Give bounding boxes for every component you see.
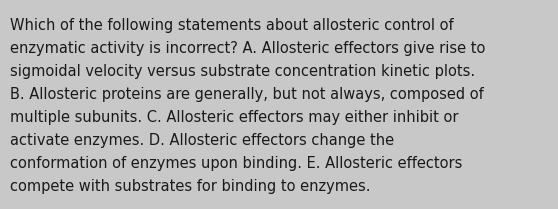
Text: Which of the following statements about allosteric control of: Which of the following statements about … [10,18,454,33]
Text: B. Allosteric proteins are generally, but not always, composed of: B. Allosteric proteins are generally, bu… [10,87,484,102]
Text: activate enzymes. D. Allosteric effectors change the: activate enzymes. D. Allosteric effector… [10,133,394,148]
Text: multiple subunits. C. Allosteric effectors may either inhibit or: multiple subunits. C. Allosteric effecto… [10,110,459,125]
Text: sigmoidal velocity versus substrate concentration kinetic plots.: sigmoidal velocity versus substrate conc… [10,64,475,79]
Text: enzymatic activity is incorrect? A. Allosteric effectors give rise to: enzymatic activity is incorrect? A. Allo… [10,41,485,56]
Text: conformation of enzymes upon binding. E. Allosteric effectors: conformation of enzymes upon binding. E.… [10,156,463,171]
Text: compete with substrates for binding to enzymes.: compete with substrates for binding to e… [10,179,371,194]
